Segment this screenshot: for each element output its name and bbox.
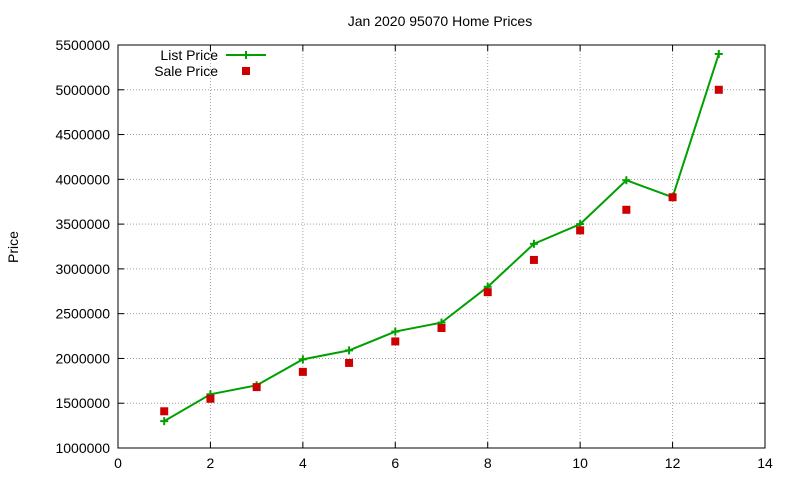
data-point — [298, 367, 307, 376]
data-point — [298, 355, 307, 364]
series-line — [163, 53, 720, 422]
data-point — [714, 85, 723, 94]
data-point — [668, 193, 677, 202]
axis-ticks: 0 2 4 6 8 10 12 14 1000000 1500000 2000000 2500000 3… — [55, 37, 773, 471]
data-point — [160, 407, 169, 416]
y-tick-label: 4000000 — [55, 171, 110, 187]
data-point — [252, 383, 261, 392]
data-point — [391, 327, 400, 336]
plot-frame — [117, 44, 766, 449]
y-tick-label: 2500000 — [55, 306, 110, 322]
y-tick-label: 3000000 — [55, 261, 110, 277]
legend-marker — [242, 51, 250, 59]
data-point — [576, 226, 585, 235]
x-tick-label: 6 — [391, 455, 399, 471]
data-point — [345, 346, 354, 355]
y-tick-label: 1500000 — [55, 395, 110, 411]
data-point — [206, 394, 215, 403]
x-tick-label: 10 — [572, 455, 588, 471]
y-tick-label: 3500000 — [55, 216, 110, 232]
y-tick-label: 1000000 — [55, 440, 110, 456]
data-point — [529, 255, 538, 264]
data-point — [345, 358, 354, 367]
x-tick-label: 0 — [114, 455, 122, 471]
y-tick-label: 2000000 — [55, 350, 110, 366]
y-tick-label: 4500000 — [55, 127, 110, 143]
legend-label: Sale Price — [154, 63, 218, 79]
series-layer — [160, 49, 723, 426]
chart-title: Jan 2020 95070 Home Prices — [348, 13, 532, 29]
series-0 — [160, 49, 723, 426]
legend-label: List Price — [160, 47, 218, 63]
grid — [118, 45, 765, 448]
data-point — [160, 417, 169, 426]
legend-marker — [242, 67, 250, 75]
series-1 — [160, 85, 723, 416]
data-point — [391, 337, 400, 346]
data-point — [529, 239, 538, 248]
y-tick-label: 5500000 — [55, 37, 110, 53]
x-tick-label: 8 — [484, 455, 492, 471]
data-point — [483, 288, 492, 297]
data-point — [437, 323, 446, 332]
data-point — [714, 49, 723, 58]
x-tick-label: 14 — [757, 455, 773, 471]
x-tick-label: 12 — [665, 455, 681, 471]
x-tick-label: 4 — [299, 455, 307, 471]
data-point — [622, 205, 631, 214]
y-axis-label: Price — [5, 231, 21, 263]
x-tick-label: 2 — [207, 455, 215, 471]
y-tick-label: 5000000 — [55, 82, 110, 98]
data-point — [622, 176, 631, 185]
